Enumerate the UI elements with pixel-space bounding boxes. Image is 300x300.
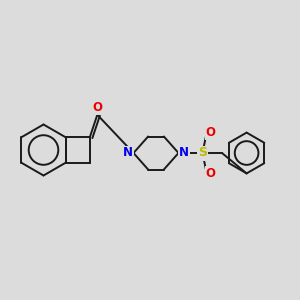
Text: O: O xyxy=(92,101,102,114)
Text: O: O xyxy=(206,126,216,139)
Text: N: N xyxy=(179,146,189,160)
Text: O: O xyxy=(206,167,216,180)
Text: S: S xyxy=(198,146,207,160)
Text: N: N xyxy=(123,146,133,160)
